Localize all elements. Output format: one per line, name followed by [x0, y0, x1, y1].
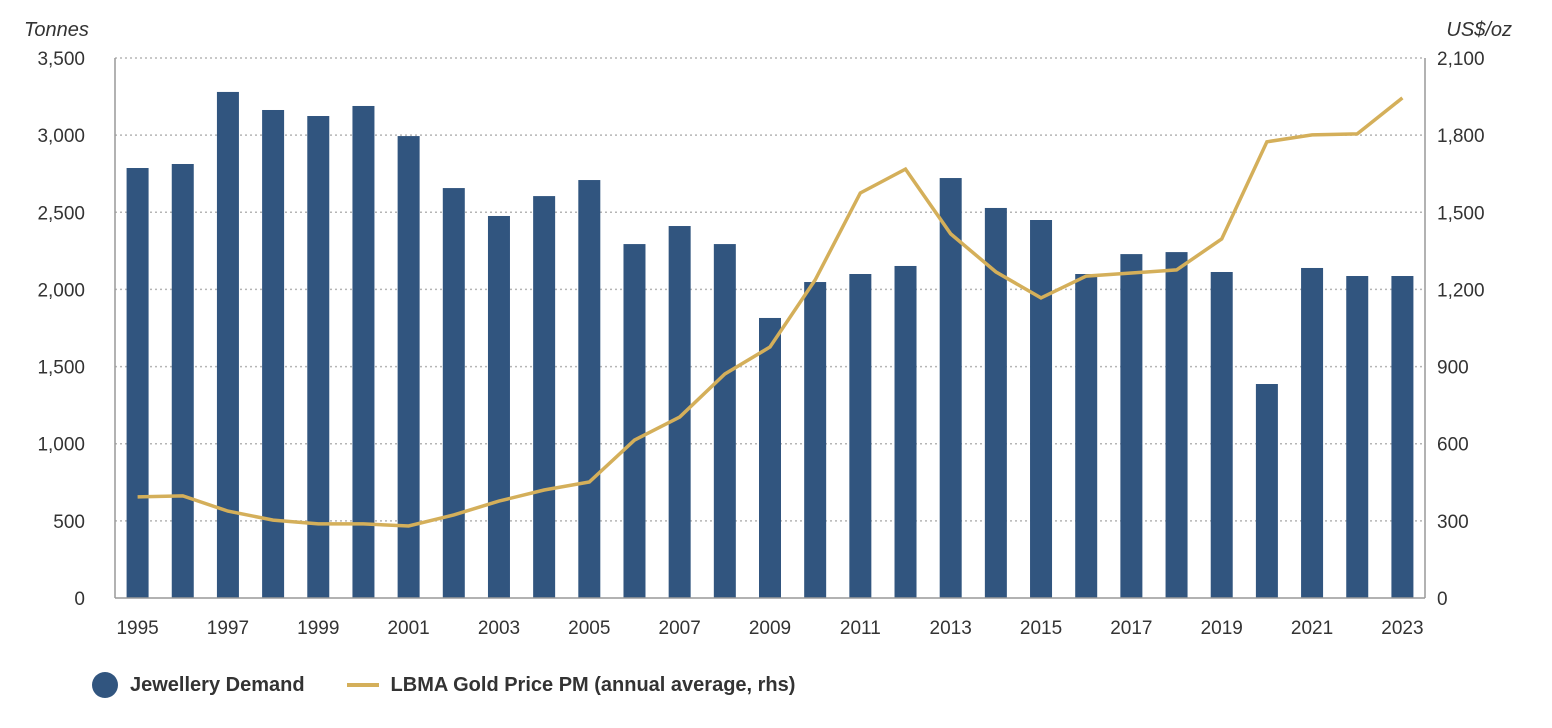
bar-series — [126, 91, 1414, 599]
left-tick-label: 1,500 — [37, 358, 85, 379]
bar-1999 — [307, 116, 330, 599]
right-axis-unit: US$/oz — [1446, 19, 1512, 41]
left-axis-ticks: 0 500 1,000 1,500 2,000 2,500 3,000 3,500 — [37, 49, 85, 610]
legend: Jewellery Demand LBMA Gold Price PM (ann… — [92, 672, 837, 698]
bar-2010 — [804, 282, 827, 598]
bar-2016 — [1075, 274, 1098, 598]
legend-item-gold-price: LBMA Gold Price PM (annual average, rhs) — [346, 673, 796, 697]
right-tick-label: 900 — [1437, 358, 1469, 379]
x-tick-label: 2023 — [1381, 618, 1423, 639]
bar-2014 — [984, 207, 1007, 599]
bar-2018 — [1165, 252, 1188, 598]
legend-bar-marker-icon — [92, 672, 118, 698]
x-tick-label: 2007 — [659, 618, 701, 639]
x-tick-label: 2009 — [749, 618, 791, 639]
bar-1997 — [216, 91, 239, 598]
bar-2001 — [397, 136, 420, 598]
x-tick-label: 2005 — [568, 618, 610, 639]
left-tick-label: 2,500 — [37, 203, 85, 224]
left-tick-label: 1,000 — [37, 435, 85, 456]
bar-2007 — [668, 226, 691, 598]
axes — [114, 58, 1426, 599]
x-tick-label: 2017 — [1110, 618, 1152, 639]
bar-2011 — [849, 274, 872, 598]
bar-2015 — [1030, 220, 1053, 598]
left-axis-unit: Tonnes — [24, 19, 89, 41]
right-tick-label: 2,100 — [1437, 49, 1485, 70]
left-tick-label: 0 — [74, 589, 85, 610]
x-tick-label: 2013 — [930, 618, 972, 639]
bar-2002 — [442, 188, 465, 598]
left-tick-label: 2,000 — [37, 280, 85, 301]
right-tick-label: 600 — [1437, 435, 1469, 456]
bar-1995 — [126, 168, 149, 598]
legend-label: Jewellery Demand — [130, 673, 305, 696]
bar-2000 — [352, 105, 375, 599]
x-tick-label: 1995 — [116, 618, 158, 639]
x-axis-ticks: 1995 1997 1999 2001 2003 2005 2007 2009 2011 2013… — [116, 618, 1423, 639]
gold-price-line — [137, 96, 1404, 528]
legend-label: LBMA Gold Price PM (annual average, rhs) — [390, 673, 796, 696]
bar-2009 — [759, 317, 781, 598]
bar-2013 — [939, 178, 962, 598]
left-tick-label: 3,500 — [37, 49, 85, 70]
x-tick-label: 1997 — [207, 618, 249, 639]
x-tick-label: 2015 — [1020, 618, 1062, 639]
right-tick-label: 1,500 — [1437, 203, 1485, 224]
right-axis-ticks: 0 300 600 900 1,200 1,500 1,800 2,100 — [1437, 49, 1485, 610]
bar-2017 — [1120, 254, 1143, 598]
bar-2006 — [623, 244, 646, 598]
x-tick-label: 2019 — [1201, 618, 1243, 639]
left-tick-label: 3,000 — [37, 126, 85, 147]
right-tick-label: 300 — [1437, 512, 1469, 533]
bar-2020 — [1255, 384, 1278, 598]
legend-line-marker-icon — [346, 683, 379, 687]
x-tick-label: 2021 — [1291, 618, 1333, 639]
x-tick-label: 2001 — [387, 618, 429, 639]
bar-1998 — [262, 109, 285, 598]
right-tick-label: 1,800 — [1437, 126, 1485, 147]
left-tick-label: 500 — [53, 512, 85, 533]
legend-item-jewellery-demand: Jewellery Demand — [92, 672, 305, 698]
bar-2022 — [1346, 276, 1369, 598]
bar-2012 — [894, 265, 917, 598]
bar-1996 — [171, 163, 194, 598]
line-series — [137, 96, 1404, 528]
right-tick-label: 1,200 — [1437, 280, 1485, 301]
bar-2023 — [1391, 276, 1414, 598]
bar-2005 — [578, 180, 601, 599]
x-tick-label: 2011 — [840, 618, 881, 639]
bar-2008 — [713, 244, 736, 598]
bar-2019 — [1210, 271, 1233, 598]
x-tick-label: 1999 — [297, 618, 339, 639]
right-tick-label: 0 — [1437, 589, 1448, 610]
x-tick-label: 2003 — [478, 618, 520, 639]
bar-2003 — [487, 215, 510, 598]
bar-2021 — [1301, 267, 1324, 598]
bar-2004 — [533, 196, 556, 599]
